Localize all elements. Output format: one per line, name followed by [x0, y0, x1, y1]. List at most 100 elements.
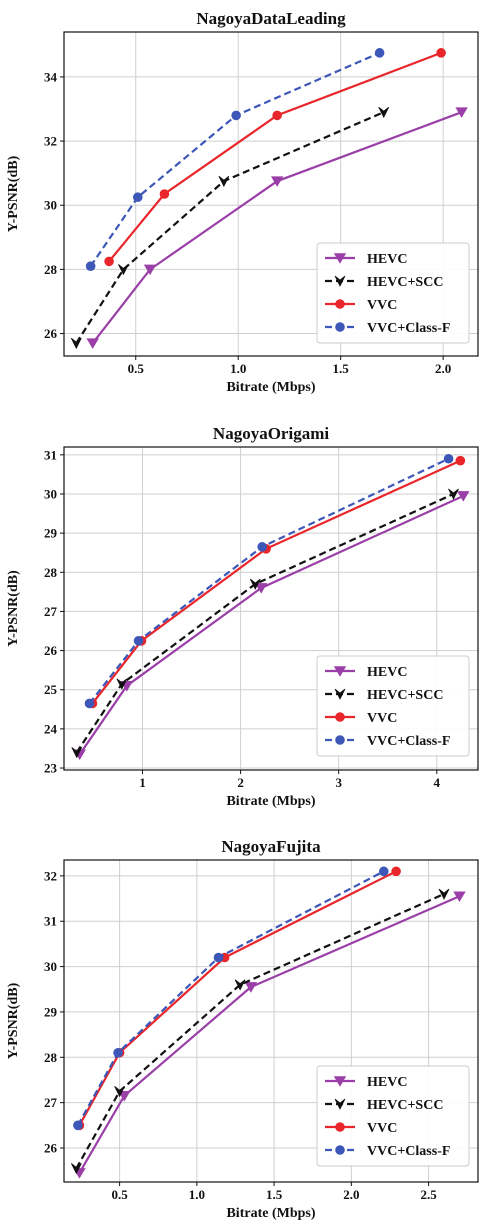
- series-line: [75, 893, 445, 1169]
- series-line: [78, 870, 397, 1126]
- data-point: [436, 48, 446, 58]
- data-point: [438, 888, 450, 900]
- data-point: [453, 891, 466, 903]
- legend-box: [316, 1065, 470, 1167]
- y-tick-label: 27: [44, 604, 58, 619]
- legend-label: HEVC+SCC: [367, 688, 443, 703]
- legend-box: [316, 242, 470, 344]
- legend-label: HEVC: [367, 1075, 407, 1090]
- x-tick-label: 2.0: [343, 1187, 359, 1202]
- series-line: [75, 111, 385, 344]
- series-hevc: [73, 491, 470, 761]
- y-tick-label: 28: [44, 262, 58, 277]
- y-tick-label: 28: [44, 565, 58, 580]
- y-tick-label: 34: [44, 69, 58, 84]
- legend-label: HEVC+SCC: [367, 275, 443, 290]
- x-tick-label: 2: [237, 775, 244, 790]
- y-tick-label: 30: [44, 959, 57, 974]
- data-point: [378, 106, 390, 119]
- data-point: [249, 578, 261, 590]
- data-point: [143, 264, 157, 276]
- data-point: [70, 337, 82, 350]
- legend-marker: [334, 688, 346, 700]
- y-tick-label: 29: [44, 526, 58, 541]
- x-tick-label: 1: [139, 775, 146, 790]
- data-point: [443, 453, 454, 464]
- legend-label: HEVC: [367, 252, 407, 267]
- data-point: [213, 952, 224, 963]
- chart-title: NagoyaFujita: [221, 837, 321, 856]
- legend-marker: [335, 712, 345, 722]
- series-vvc-class-f: [84, 453, 454, 709]
- data-point: [457, 491, 470, 502]
- data-point: [231, 110, 241, 121]
- data-point: [73, 1120, 83, 1131]
- legend-marker: [335, 322, 345, 332]
- series-line: [88, 457, 450, 705]
- data-point: [84, 698, 95, 709]
- legend-label: VVC: [367, 298, 397, 313]
- series-line: [76, 870, 385, 1126]
- data-point: [218, 175, 230, 188]
- series-line: [78, 494, 464, 755]
- data-point: [132, 192, 143, 203]
- data-point: [455, 455, 466, 466]
- data-point: [374, 48, 385, 58]
- y-axis-label: Y-PSNR(dB): [6, 570, 21, 647]
- x-tick-label: 1.5: [333, 361, 350, 376]
- data-point: [114, 1085, 125, 1098]
- y-tick-label: 31: [44, 914, 57, 929]
- series-vvc-class-f: [85, 48, 385, 271]
- x-tick-label: 2.0: [435, 361, 451, 376]
- y-tick-label: 29: [44, 1004, 58, 1019]
- y-tick-label: 32: [44, 868, 57, 883]
- y-tick-label: 28: [44, 1050, 58, 1065]
- x-tick-label: 1.0: [230, 361, 246, 376]
- series-vvc-class-f: [73, 866, 389, 1131]
- data-point: [85, 261, 96, 271]
- series-line: [89, 51, 381, 267]
- legend-label: HEVC+SCC: [367, 1098, 443, 1113]
- data-point: [270, 176, 284, 187]
- legend-label: HEVC: [367, 665, 407, 680]
- legend: HEVC HEVC+SCC VVC VVC+Class-F: [316, 1065, 470, 1167]
- plot-frame: [63, 446, 479, 771]
- y-tick-label: 27: [44, 1095, 58, 1110]
- data-point: [378, 866, 389, 877]
- series-line: [78, 895, 460, 1174]
- series-hevc-scc: [71, 888, 450, 1175]
- legend-marker: [334, 1098, 346, 1110]
- legend-box: [316, 655, 470, 757]
- legend-marker: [335, 735, 345, 745]
- data-point: [71, 1163, 82, 1175]
- x-tick-label: 3: [335, 775, 342, 790]
- y-tick-label: 24: [44, 721, 58, 736]
- y-tick-label: 32: [44, 134, 57, 149]
- x-tick-label: 0.5: [128, 361, 145, 376]
- y-tick-label: 30: [44, 198, 57, 213]
- data-point: [86, 338, 99, 349]
- series-hevc: [86, 107, 468, 349]
- y-tick-label: 26: [44, 643, 58, 658]
- x-axis-label: Bitrate (Mbps): [226, 794, 315, 809]
- y-axis-label: Y-PSNR(dB): [6, 982, 21, 1059]
- series-line: [91, 459, 461, 705]
- series-hevc-scc: [71, 488, 459, 759]
- data-point: [455, 107, 468, 118]
- plot-frame: [63, 31, 479, 357]
- chart-2: NagoyaFujita 0.5 1.0 1.5 2.0 2.5 26 27 28 29 30 31 3…: [6, 837, 479, 1220]
- x-tick-label: 1.0: [189, 1187, 205, 1202]
- data-point: [71, 747, 83, 759]
- x-axis-label: Bitrate (Mbps): [226, 1206, 315, 1220]
- x-tick-label: 4: [434, 775, 441, 790]
- legend-marker: [333, 666, 347, 677]
- data-point: [448, 488, 459, 500]
- legend-marker: [335, 1122, 345, 1132]
- legend-label: VVC+Class-F: [367, 321, 450, 336]
- legend-marker: [333, 1076, 347, 1087]
- y-axis-label: Y-PSNR(dB): [6, 155, 21, 232]
- y-tick-label: 31: [44, 447, 57, 462]
- data-point: [159, 189, 170, 199]
- legend-marker: [335, 299, 345, 309]
